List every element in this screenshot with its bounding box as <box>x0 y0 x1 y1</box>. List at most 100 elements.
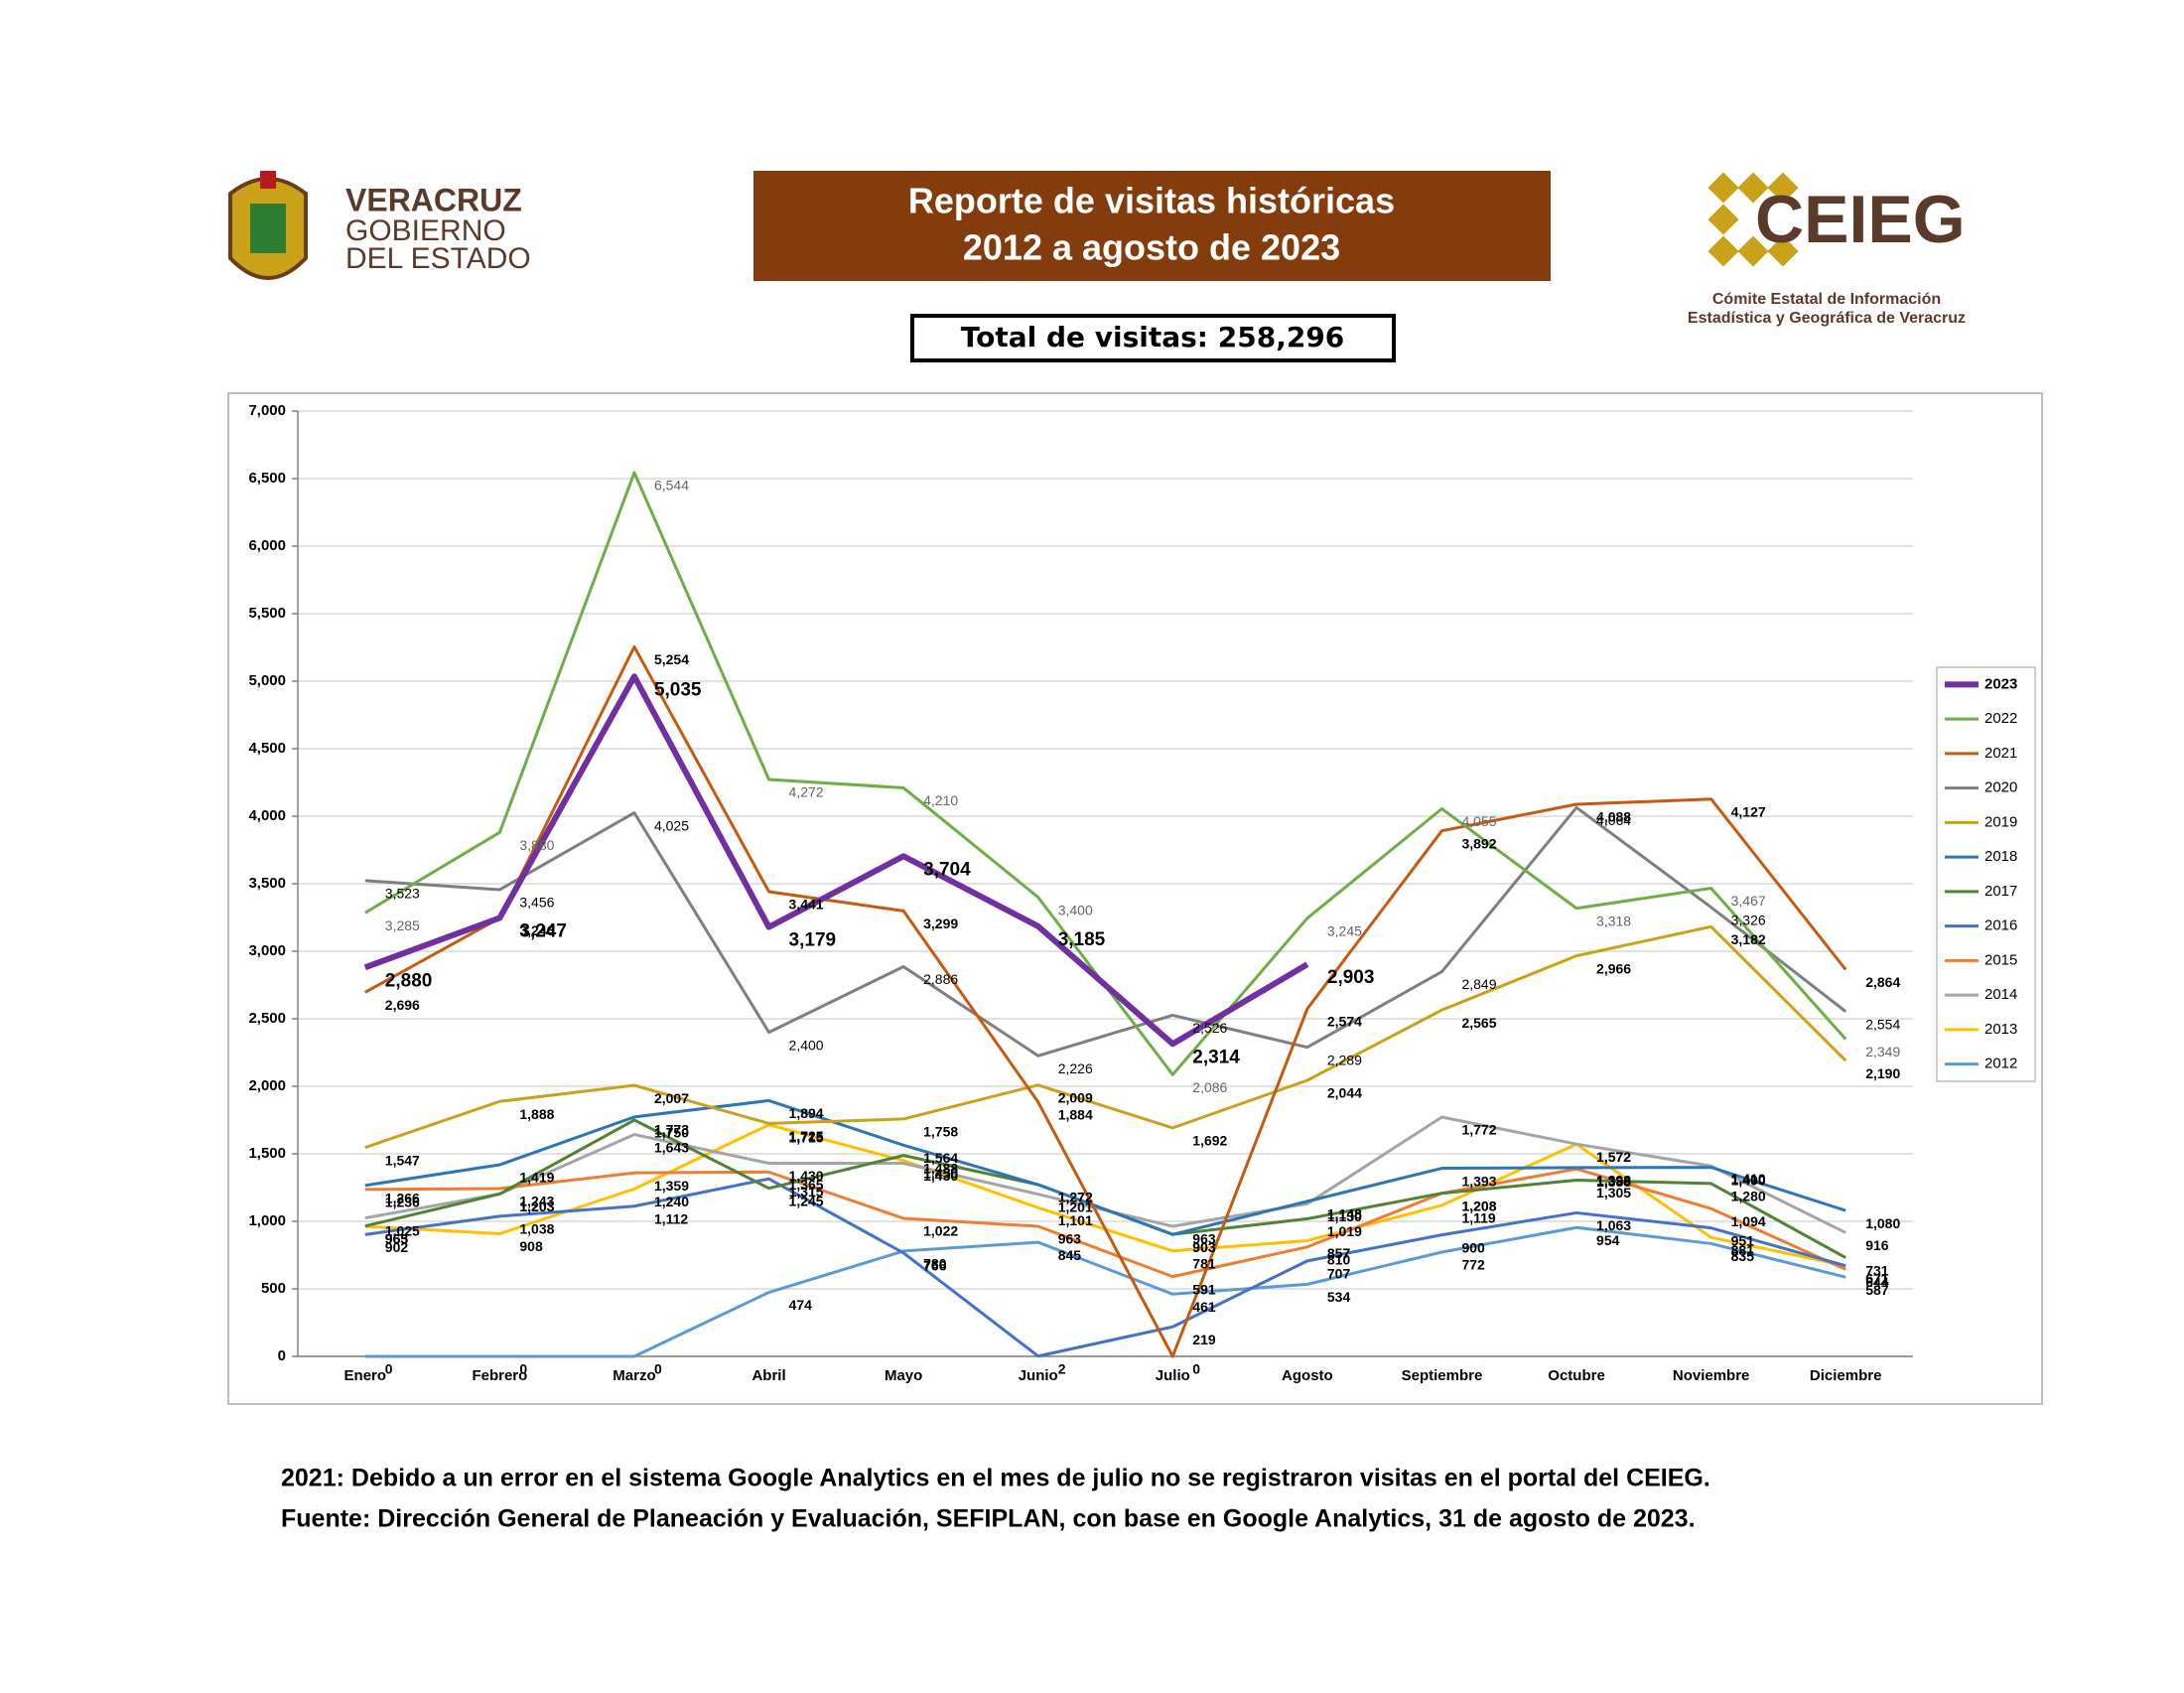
data-label: 3,523 <box>385 886 420 902</box>
data-label: 4,088 <box>1596 809 1631 825</box>
data-label: 780 <box>923 1256 947 1272</box>
data-label: 3,467 <box>1731 893 1766 909</box>
ceieg-logo: CEIEG Cómite Estatal de Información Esta… <box>1688 172 1966 327</box>
data-label: 2,966 <box>1596 960 1631 976</box>
data-label: 1,430 <box>789 1168 824 1184</box>
data-label: 1,240 <box>654 1194 689 1209</box>
data-label: 1,547 <box>385 1152 420 1168</box>
data-label: 1,388 <box>1596 1174 1631 1190</box>
data-label: 534 <box>1327 1289 1351 1305</box>
x-tick-label: Octubre <box>1548 1367 1605 1384</box>
data-label: 2,864 <box>1865 974 1900 990</box>
data-label: 3,299 <box>923 916 958 931</box>
data-label: 1,201 <box>1058 1199 1093 1214</box>
data-label: 3,247 <box>519 920 567 941</box>
data-label: 963 <box>1192 1231 1216 1247</box>
data-label: 1,148 <box>1327 1206 1362 1222</box>
data-label: 1,080 <box>1865 1215 1900 1231</box>
legend-label: 2017 <box>1984 883 2017 900</box>
data-label: 2,574 <box>1327 1014 1362 1030</box>
data-label: 1,208 <box>1461 1198 1496 1213</box>
data-label: 2,289 <box>1327 1052 1362 1067</box>
data-label: 2,190 <box>1865 1065 1900 1081</box>
x-tick-label: Diciembre <box>1810 1367 1882 1384</box>
x-tick-label: Abril <box>751 1367 785 1384</box>
data-label: 810 <box>1327 1252 1351 1268</box>
data-label: 644 <box>1865 1274 1889 1290</box>
data-label: 3,285 <box>385 917 420 933</box>
logo-name: CEIEG <box>1755 182 1966 257</box>
series-line <box>364 1167 1846 1279</box>
data-label: 4,055 <box>1461 813 1496 829</box>
data-label: 900 <box>1461 1239 1485 1255</box>
data-label: 591 <box>1192 1281 1216 1297</box>
legend-label: 2022 <box>1984 710 2017 727</box>
data-label: 2,565 <box>1461 1015 1496 1031</box>
data-label: 3,179 <box>789 930 837 951</box>
data-label: 1,773 <box>654 1122 689 1138</box>
logo-line: GOBIERNO <box>345 214 506 247</box>
legend-box <box>1936 666 2036 1082</box>
data-label: 881 <box>1731 1242 1755 1258</box>
series-line <box>364 1177 1846 1358</box>
data-label: 902 <box>385 1239 409 1255</box>
data-label: 2,554 <box>1865 1016 1900 1032</box>
data-label: 1,772 <box>1461 1122 1496 1138</box>
data-label: 903 <box>1192 1239 1216 1255</box>
y-tick-label: 7,000 <box>248 402 286 419</box>
data-label: 1,245 <box>789 1193 824 1208</box>
data-label: 1,119 <box>1461 1210 1495 1226</box>
data-label: 1,884 <box>1058 1106 1093 1122</box>
note: 2021: Debido a un error en el sistema Go… <box>281 1465 1710 1492</box>
data-label: 1,305 <box>1596 1185 1631 1200</box>
title: Reporte de visitas históricas <box>908 181 1395 221</box>
data-label: 1,025 <box>385 1222 420 1238</box>
legend-label: 2015 <box>1984 951 2017 968</box>
plot: 0 500 1,000 1,500 2,000 2,500 3,000 3,500 4,000 4… <box>248 402 2036 1384</box>
data-label: 1,894 <box>789 1105 824 1121</box>
data-label: 1,758 <box>923 1124 958 1140</box>
x-tick-label: Noviembre <box>1673 1367 1750 1384</box>
data-label: 1,643 <box>654 1139 689 1155</box>
y-tick-label: 3,000 <box>248 942 286 959</box>
data-label: 1,022 <box>923 1223 958 1239</box>
data-label: 963 <box>1058 1231 1082 1247</box>
data-label: 5,254 <box>654 651 689 667</box>
data-label: 1,450 <box>923 1166 958 1182</box>
y-tick-label: 500 <box>261 1280 286 1297</box>
data-label: 766 <box>923 1258 947 1274</box>
x-tick-label: Septiembre <box>1402 1367 1483 1384</box>
data-label: 965 <box>385 1230 409 1246</box>
series-line <box>364 1098 1846 1236</box>
data-label: 1,315 <box>789 1184 824 1199</box>
data-label: 3,326 <box>1731 912 1766 927</box>
data-label: 903 <box>1192 1239 1216 1255</box>
data-label: 2 <box>1058 1360 1066 1376</box>
data-label: 857 <box>1327 1245 1351 1261</box>
data-label: 1,725 <box>789 1128 824 1144</box>
data-label: 3,400 <box>1058 902 1093 917</box>
data-label: 671 <box>1865 1270 1889 1286</box>
legend-label: 2012 <box>1984 1056 2017 1072</box>
y-tick-label: 5,000 <box>248 672 286 689</box>
data-label: 1,203 <box>519 1199 554 1214</box>
data-label: 0 <box>654 1361 662 1377</box>
data-label: 951 <box>1731 1232 1755 1248</box>
data-label: 3,245 <box>1327 922 1362 938</box>
data-label: 2,696 <box>385 997 420 1013</box>
series-line <box>363 673 1309 1048</box>
veracruz-logo: VERACRUZ GOBIERNO DEL ESTADO <box>228 171 531 280</box>
data-label: 2,086 <box>1192 1079 1227 1095</box>
data-label: 1,572 <box>1596 1149 1631 1165</box>
series-line <box>364 644 1847 1358</box>
data-label: 2,007 <box>654 1090 689 1106</box>
y-tick-label: 1,000 <box>248 1212 286 1229</box>
logo-line: DEL ESTADO <box>345 242 531 275</box>
legend-label: 2023 <box>1984 675 2017 692</box>
y-tick-label: 3,500 <box>248 875 286 892</box>
data-label: 3,441 <box>789 897 824 913</box>
data-label: 4,025 <box>654 817 689 833</box>
crown <box>260 171 276 189</box>
logo-line: Cómite Estatal de Información <box>1712 291 1941 308</box>
